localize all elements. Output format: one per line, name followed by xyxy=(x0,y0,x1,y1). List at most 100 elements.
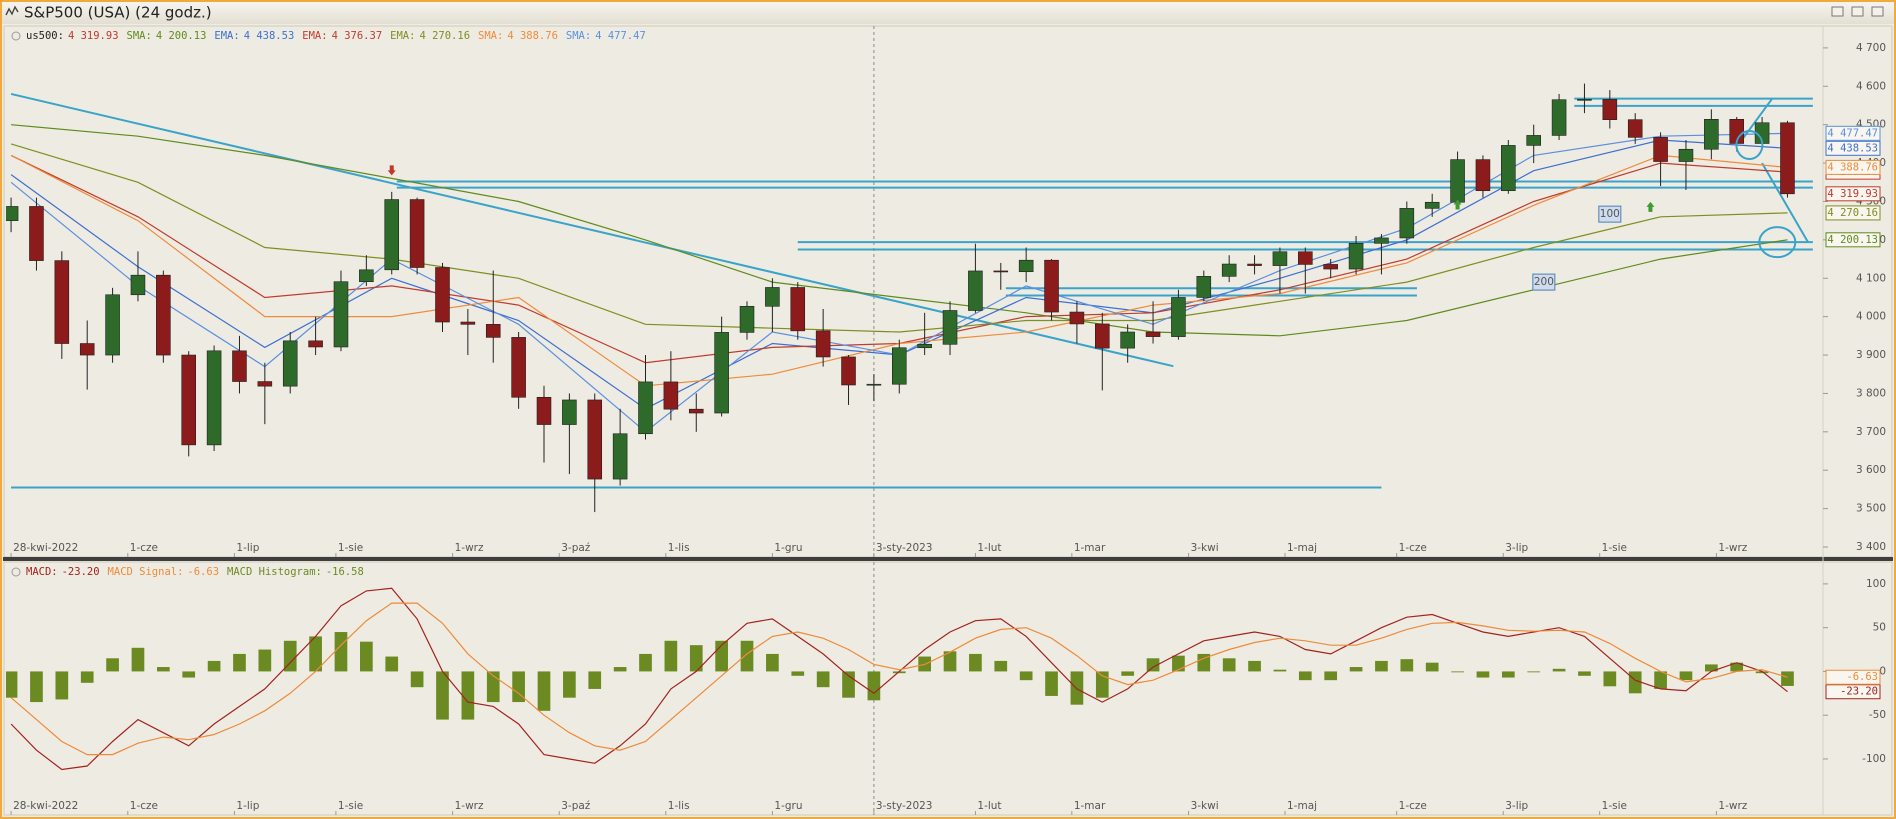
x-tick-label: 3-lip xyxy=(1505,542,1528,554)
candle-body xyxy=(1653,137,1668,162)
candle-body xyxy=(1704,118,1719,150)
histogram-bar xyxy=(1628,671,1642,694)
candle-body xyxy=(1399,208,1415,239)
candle-body xyxy=(1095,323,1110,349)
candle-body xyxy=(1247,263,1262,266)
histogram-bar xyxy=(360,641,373,672)
candle-body xyxy=(485,324,501,338)
x-tick-label: 1-mar xyxy=(1074,542,1106,554)
x-tick-label: 3-sty-2023 xyxy=(876,800,933,812)
legend-value: 4 438.53 xyxy=(244,30,295,42)
trend-line xyxy=(10,92,1174,368)
y-tick-label: -50 xyxy=(1869,709,1886,721)
x-tick-label: 3-kwi xyxy=(1191,800,1219,812)
histogram-bar xyxy=(385,656,399,672)
x-tick-label: 1-wrz xyxy=(1718,542,1747,554)
candle-body xyxy=(1272,251,1288,266)
histogram-bar xyxy=(1273,669,1287,672)
value-box xyxy=(1825,186,1881,202)
close-button[interactable] xyxy=(1871,6,1884,17)
histogram-bar xyxy=(1425,662,1439,672)
y-tick-label: 50 xyxy=(1873,622,1886,634)
trend-line xyxy=(1740,97,1774,141)
x-tick-label: 1-lip xyxy=(236,800,259,812)
candle-body xyxy=(536,396,552,425)
candle-body xyxy=(1627,119,1643,138)
panel-icon[interactable] xyxy=(11,567,21,577)
histogram-bar xyxy=(892,671,906,674)
histogram-bar xyxy=(80,671,94,683)
candle-body xyxy=(1221,263,1237,277)
x-tick-label: 1-lut xyxy=(977,800,1001,812)
panel-icon[interactable] xyxy=(11,31,21,41)
candle-body xyxy=(1120,331,1135,349)
histogram-bar xyxy=(1121,671,1135,676)
candle-body xyxy=(790,287,806,332)
candle-body xyxy=(1323,264,1338,270)
y-tick-label: 4 600 xyxy=(1856,80,1886,92)
histogram-bar xyxy=(309,636,322,672)
candle-body xyxy=(460,321,476,325)
maximize-button[interactable] xyxy=(1851,6,1864,17)
histogram-bar xyxy=(816,671,830,688)
histogram-bar xyxy=(1248,660,1261,672)
candle-body xyxy=(612,433,628,480)
histogram-bar xyxy=(766,653,779,672)
histogram-bar xyxy=(588,671,602,689)
candle-body xyxy=(511,337,526,398)
x-tick-label: 1-mar xyxy=(1074,800,1106,812)
candle-body xyxy=(815,330,831,358)
candle-body xyxy=(1298,251,1313,265)
x-tick-label: 1-maj xyxy=(1287,800,1317,812)
x-tick-label: 1-gru xyxy=(774,800,802,812)
value-box xyxy=(1825,669,1881,685)
candle-body xyxy=(384,199,400,271)
x-tick-label: 1-wrz xyxy=(455,800,484,812)
x-tick-label: 1-lip xyxy=(236,542,259,554)
x-tick-label: 1-cze xyxy=(1399,542,1427,554)
histogram-bar xyxy=(1172,655,1185,672)
candle-body xyxy=(1196,276,1212,298)
histogram-bar xyxy=(106,658,119,672)
legend-value: 4 319.93 xyxy=(68,30,119,42)
histogram-bar xyxy=(740,640,754,672)
candle-body xyxy=(156,274,171,356)
value-box-label: 4 438.53 xyxy=(1827,142,1878,154)
histogram-bar xyxy=(1095,671,1109,698)
candle-body xyxy=(1577,99,1592,101)
histogram-bar xyxy=(461,671,475,720)
histogram-bar xyxy=(1349,667,1363,672)
x-tick-label: 1-lis xyxy=(668,800,690,812)
value-box xyxy=(1825,684,1881,700)
histogram-bar xyxy=(283,640,297,672)
legend-value: 4 477.47 xyxy=(595,30,646,42)
candle-body xyxy=(562,399,577,425)
candle-body xyxy=(1678,148,1694,162)
y-tick-label: 4 700 xyxy=(1856,42,1886,54)
period-label: 200 xyxy=(1534,276,1554,288)
legend-name: MACD Signal: xyxy=(108,566,184,578)
candle-body xyxy=(29,206,44,261)
marker-circle xyxy=(1735,130,1764,161)
histogram-bar xyxy=(1578,671,1591,676)
legend-name: EMA: xyxy=(214,30,239,42)
histogram-bar xyxy=(30,671,43,703)
x-tick-label: 3-kwi xyxy=(1191,542,1219,554)
histogram-bar xyxy=(207,660,221,672)
histogram-bar xyxy=(969,653,982,672)
x-tick-label: 3-paź xyxy=(561,542,591,554)
plot-area xyxy=(6,587,1794,771)
value-box-label: 4 270.16 xyxy=(1827,207,1878,219)
minimize-button[interactable] xyxy=(1831,6,1844,17)
legend: us500: 4 319.93 SMA: 4 200.13 EMA: 4 438.53 EM… xyxy=(26,30,646,42)
candle-body xyxy=(435,267,450,323)
histogram-bar xyxy=(6,671,18,698)
plot-area: 100 200 xyxy=(6,83,1813,513)
histogram-bar xyxy=(613,667,627,672)
y-tick-label: 4 000 xyxy=(1856,311,1886,323)
candle-body xyxy=(333,281,349,348)
candle-body xyxy=(1475,159,1491,192)
histogram-bar xyxy=(131,647,145,672)
candle-body xyxy=(1551,99,1567,136)
